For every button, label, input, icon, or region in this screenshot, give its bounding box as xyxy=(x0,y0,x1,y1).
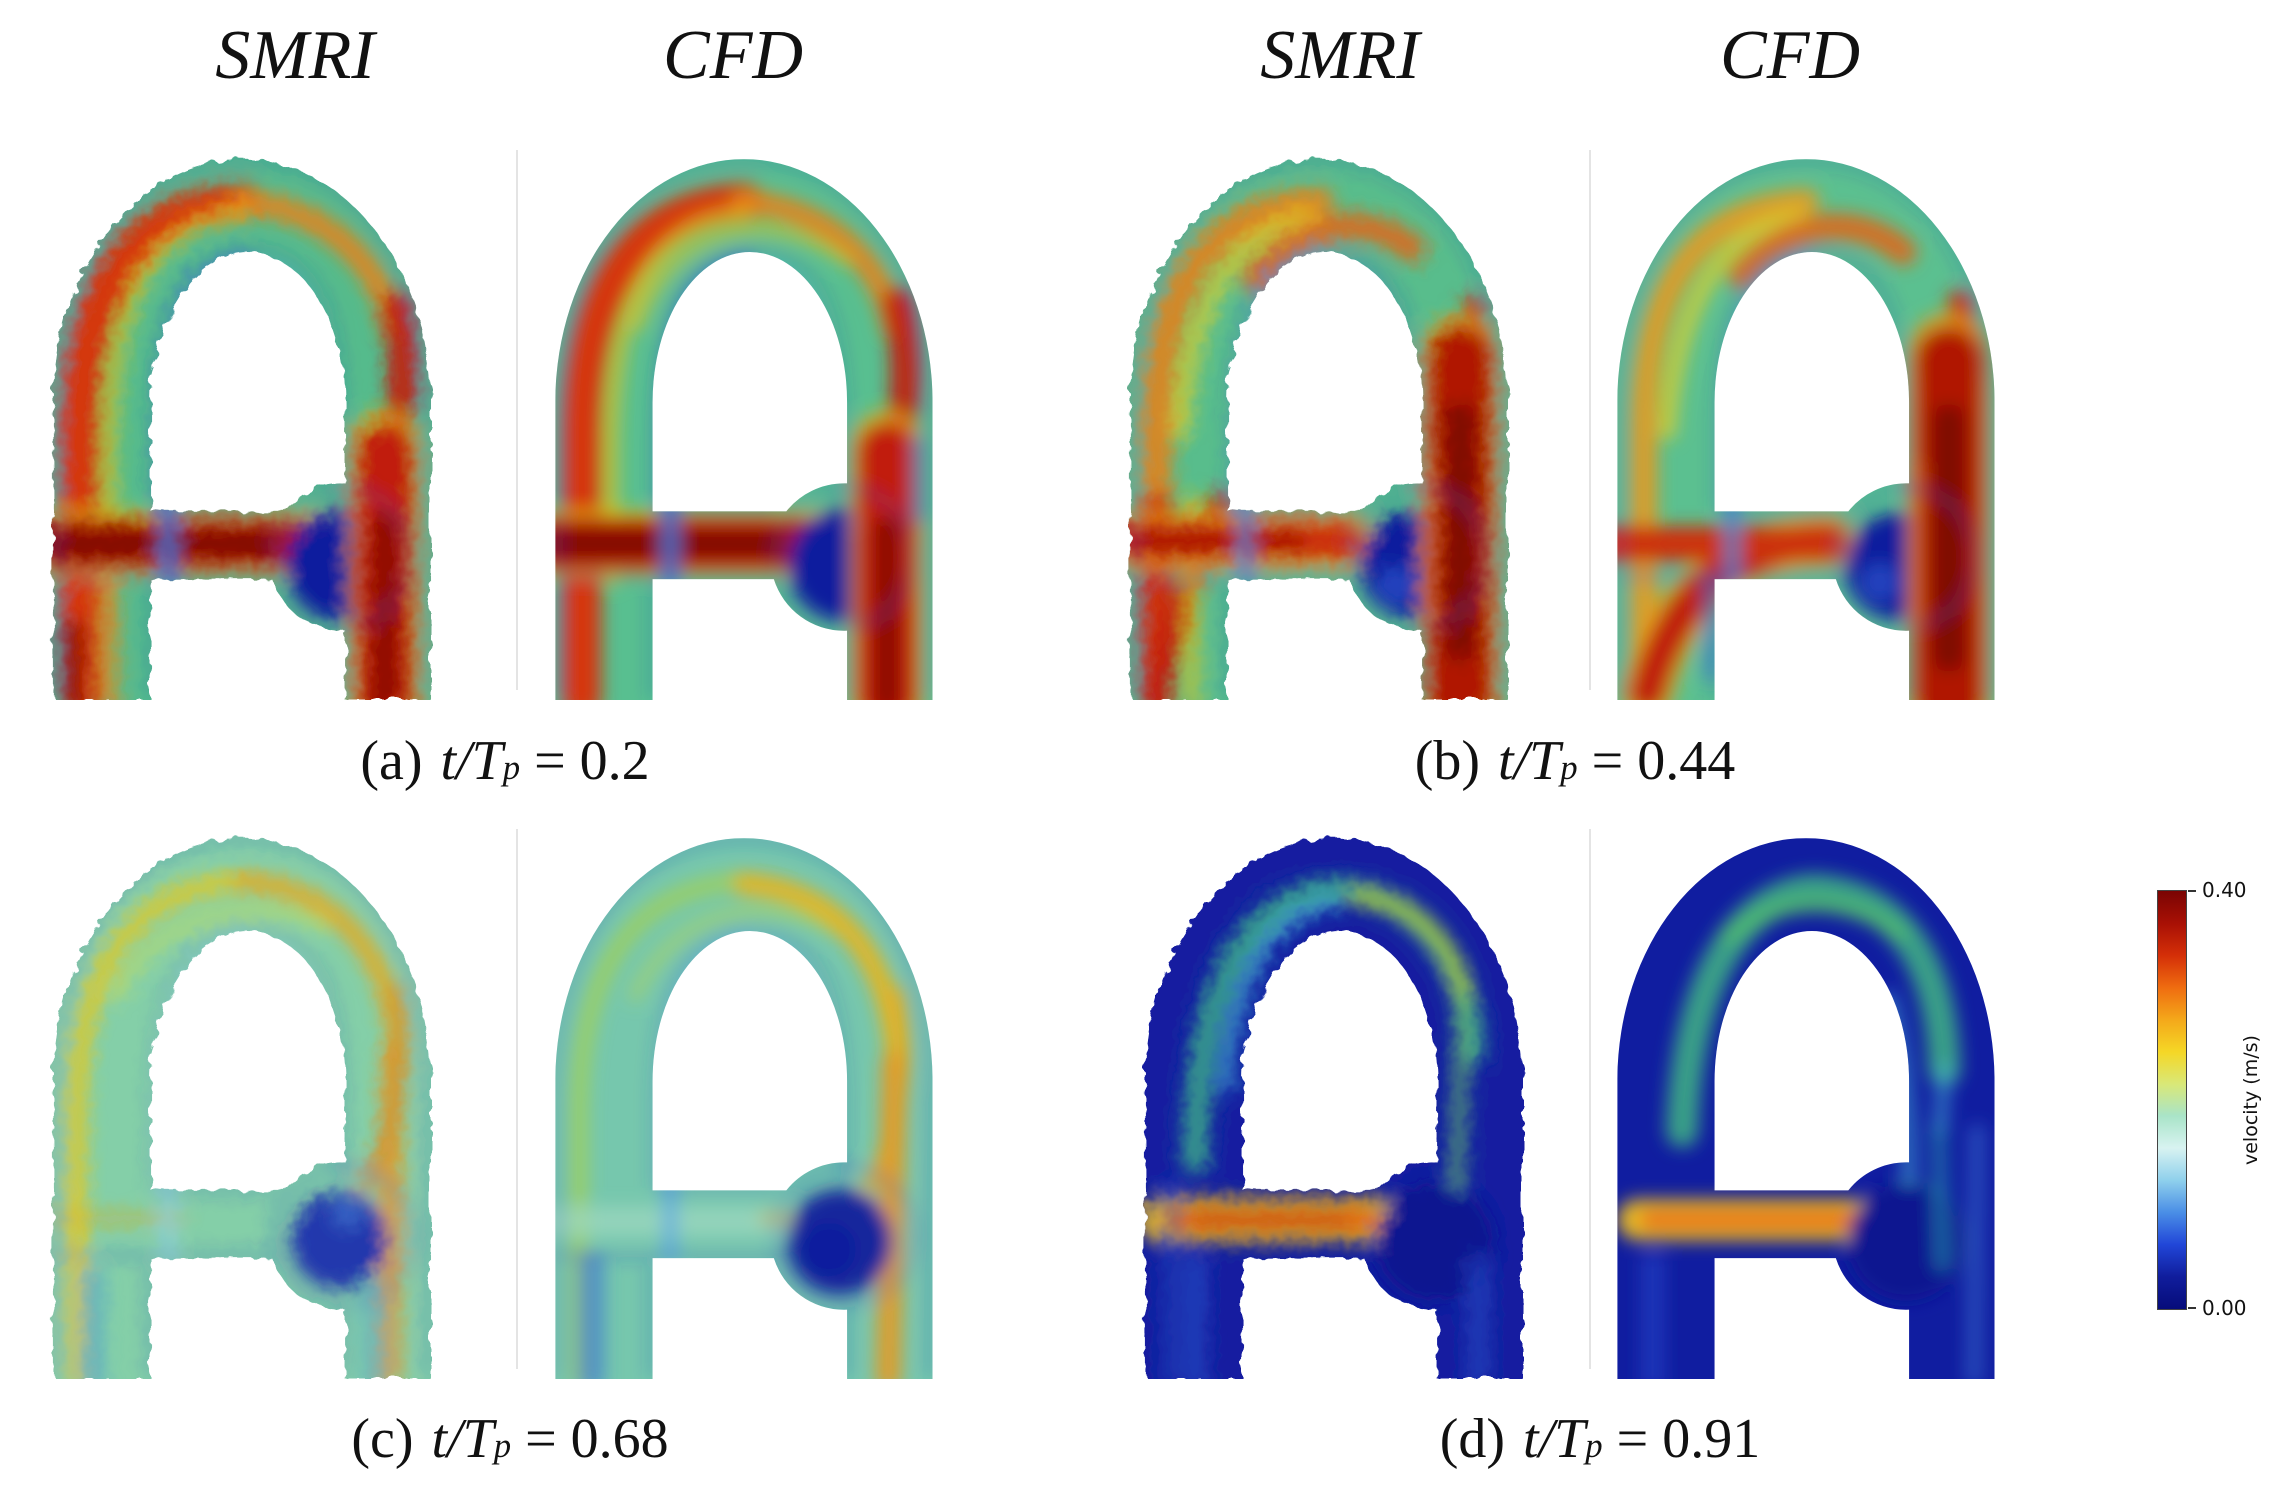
caption-a: (a) t/T p = 0.2 xyxy=(205,728,805,801)
velocity-field-d_cfd xyxy=(1617,838,1995,1379)
caption-subscript: p xyxy=(502,748,521,787)
caption-subscript: p xyxy=(1585,1426,1603,1465)
velocity-field-a_smri xyxy=(53,159,431,700)
colorbar-max-label: 0.40 xyxy=(2202,878,2247,902)
caption-value: = 0.44 xyxy=(1591,730,1736,792)
velocity-field-b_cfd xyxy=(1617,159,1995,700)
caption-variable: t/T xyxy=(1523,1408,1586,1470)
velocity-field-d_smri xyxy=(1145,838,1523,1379)
column-header-cfd-1: CFD xyxy=(663,17,803,94)
caption-c: (c) t/T p = 0.68 xyxy=(210,1406,810,1479)
caption-variable: t/T xyxy=(440,730,503,792)
panel-a-cfd xyxy=(546,140,989,700)
panel-b-cfd xyxy=(1608,140,2051,700)
caption-value: = 0.91 xyxy=(1616,1408,1761,1470)
caption-index: (b) xyxy=(1414,730,1481,792)
velocity-field-a_cfd xyxy=(555,159,933,700)
panel-d-smri xyxy=(1136,819,1579,1379)
caption-index: (c) xyxy=(351,1408,414,1470)
colorbar-tick-min xyxy=(2188,1307,2196,1309)
column-header-cfd-2: CFD xyxy=(1720,17,1860,94)
panel-b-smri xyxy=(1121,140,1564,700)
velocity-field-c_cfd xyxy=(555,838,933,1379)
caption-subscript: p xyxy=(493,1426,512,1465)
caption-b: (b) t/T p = 0.44 xyxy=(1275,728,1875,801)
column-header-smri-2: SMRI xyxy=(1260,17,1420,94)
column-divider xyxy=(516,829,518,1369)
column-divider xyxy=(1589,150,1591,690)
caption-variable: t/T xyxy=(431,1408,494,1470)
caption-value: = 0.2 xyxy=(534,730,650,792)
colorbar xyxy=(2157,890,2187,1310)
column-divider xyxy=(516,150,518,690)
panel-c-cfd xyxy=(546,819,989,1379)
caption-value: = 0.68 xyxy=(525,1408,669,1470)
colorbar-gradient xyxy=(2158,891,2186,1309)
caption-subscript: p xyxy=(1560,748,1578,787)
colorbar-axis-label: velocity (m/s) xyxy=(2240,1035,2262,1165)
caption-variable: t/T xyxy=(1498,730,1561,792)
colorbar-tick-max xyxy=(2188,890,2196,892)
column-divider xyxy=(1589,829,1591,1369)
caption-index: (d) xyxy=(1439,1408,1506,1470)
caption-index: (a) xyxy=(360,730,423,792)
panel-c-smri xyxy=(44,819,487,1379)
velocity-field-c_smri xyxy=(53,838,431,1379)
velocity-field-b_smri xyxy=(1130,159,1508,700)
caption-d: (d) t/T p = 0.91 xyxy=(1300,1406,1900,1479)
panel-a-smri xyxy=(44,140,487,700)
panel-d-cfd xyxy=(1608,819,2051,1379)
colorbar-min-label: 0.00 xyxy=(2202,1296,2247,1320)
column-header-smri-1: SMRI xyxy=(215,17,375,94)
